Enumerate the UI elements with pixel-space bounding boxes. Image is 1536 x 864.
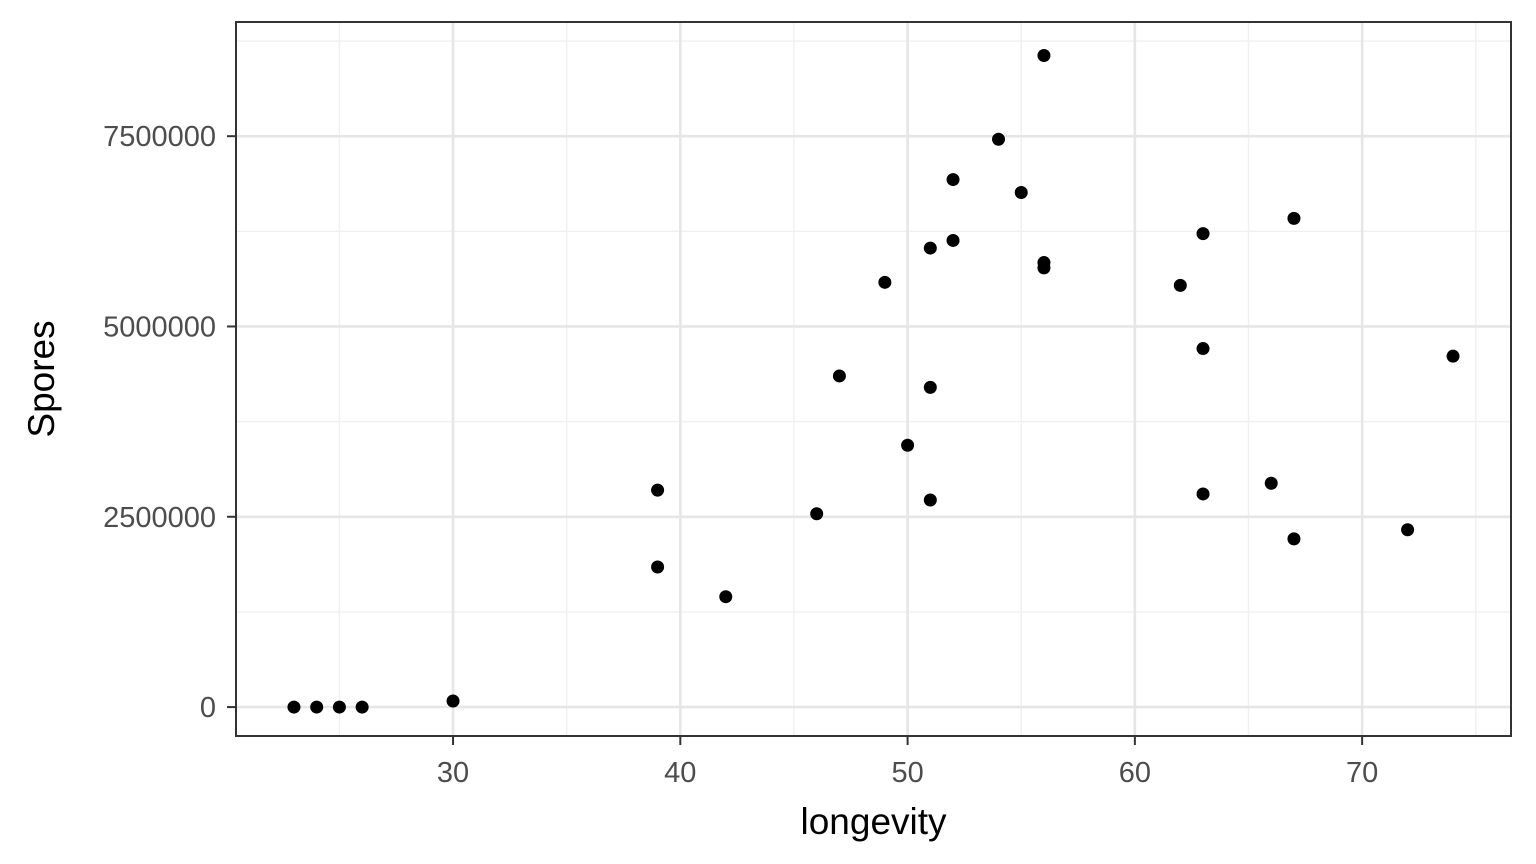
data-point [446,694,460,708]
data-point [1287,532,1301,546]
axis-ticks [227,135,1364,745]
x-axis-title: longevity [800,801,947,842]
data-point [1264,476,1278,490]
data-point [1287,211,1301,225]
data-point [1196,227,1210,241]
data-point [651,560,665,574]
y-axis-title: Spores [21,320,62,437]
major-gridlines [236,22,1511,736]
data-point [923,241,937,255]
data-point [332,700,346,714]
data-point [1446,349,1460,363]
plot-panel-border [235,21,1512,737]
x-axis-tick-labels: 30 40 50 60 70 [437,757,1378,789]
data-point [287,700,301,714]
data-point [719,590,733,604]
data-point [946,233,960,247]
y-tick-label: 7500000 [103,121,216,153]
x-tick-label: 60 [1119,757,1151,789]
data-point [1196,487,1210,501]
data-point [1196,342,1210,356]
data-point [1401,523,1415,537]
y-tick-label: 5000000 [103,311,216,343]
data-point [878,275,892,289]
data-point [832,369,846,383]
x-tick-label: 30 [437,757,469,789]
data-point [1037,48,1051,62]
data-point [1037,261,1051,275]
data-points [287,48,1460,714]
data-point [901,438,915,452]
data-point [923,380,937,394]
data-point [992,132,1005,146]
y-tick-label: 2500000 [103,502,216,534]
data-point [923,493,937,507]
data-point [946,173,960,187]
x-tick-label: 40 [664,757,696,789]
y-axis-tick-labels: 0 2500000 5000000 7500000 [103,121,216,724]
y-tick-label: 0 [200,692,216,724]
data-point [810,507,824,521]
data-point [1014,186,1028,200]
x-tick-label: 70 [1346,757,1378,789]
data-point [310,700,324,714]
x-tick-label: 50 [891,757,923,789]
data-point [651,483,665,497]
data-point [355,700,369,714]
data-point [1173,278,1187,292]
minor-gridlines [236,22,1511,736]
